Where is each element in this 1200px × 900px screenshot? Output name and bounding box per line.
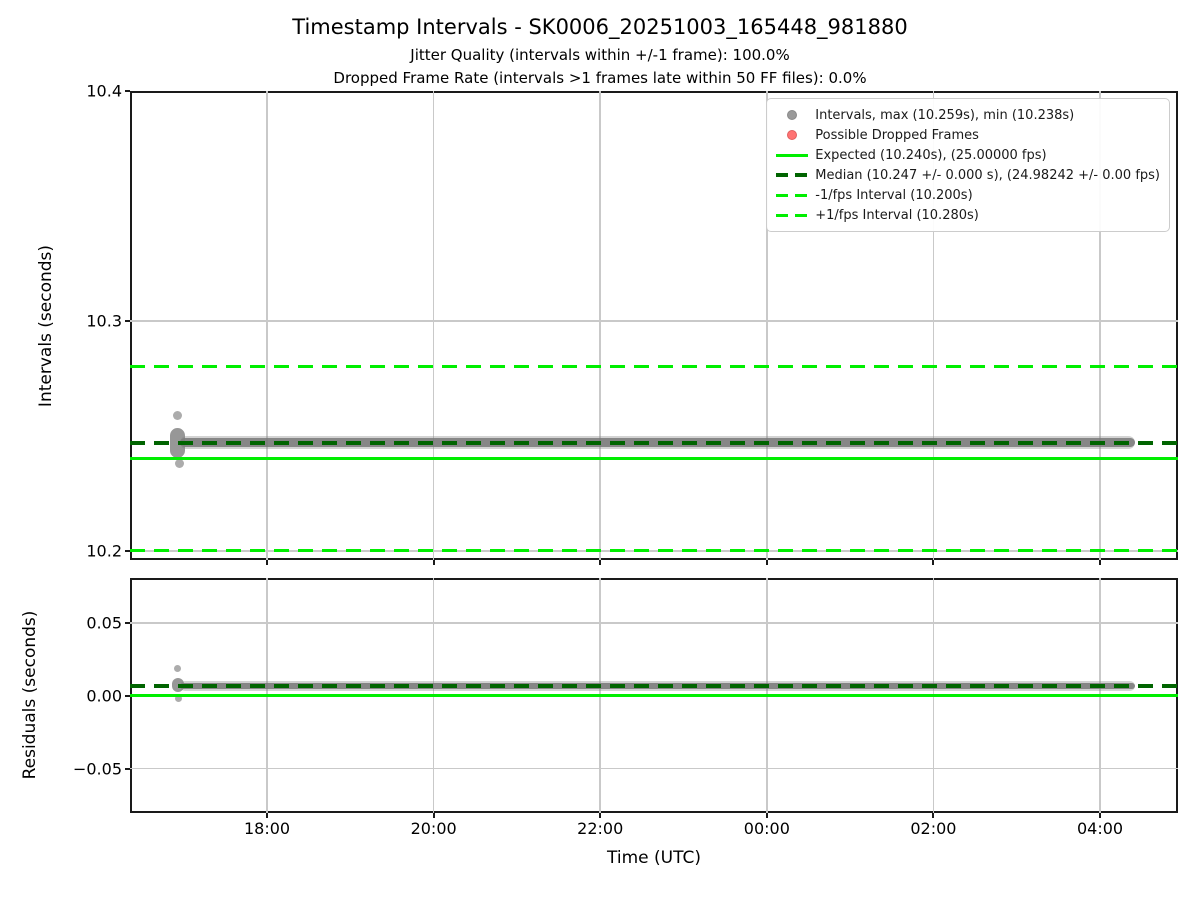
median-residual-line [130,683,1178,688]
y-tick-label: 10.3 [86,311,122,331]
legend-line-marker-icon [775,213,809,217]
x-axis-label: Time (UTC) [607,848,701,868]
legend-line-marker-icon [775,193,809,197]
legend-marker-glyph [776,153,809,157]
y-tick-mark [125,319,130,322]
x-tick-mark [432,813,435,818]
x-gridline [766,91,768,560]
scatter-point [175,458,185,468]
expected-line [130,457,1178,461]
x-tick-label: 02:00 [910,819,957,838]
scatter-point [172,410,182,420]
plus-1fps-interval-line [130,365,1178,369]
y-tick-label: −0.05 [72,759,122,779]
y-gridline [130,622,1178,624]
legend-item: Possible Dropped Frames [775,125,1160,145]
legend-line-marker-icon [775,173,809,177]
x-tick-mark [432,560,435,565]
legend-item-label: Intervals, max (10.259s), min (10.238s) [815,107,1075,123]
x-gridline [1099,91,1101,560]
y-tick-mark [125,549,130,552]
chart-title: Timestamp Intervals - SK0006_20251003_16… [292,15,908,39]
y-tick-label: 10.2 [86,541,122,561]
legend-item: Expected (10.240s), (25.00000 fps) [775,145,1160,165]
zero-residual-line [130,694,1178,698]
scatter-point [175,695,183,703]
x-tick-mark [932,813,935,818]
y-tick-label: 0.05 [86,613,122,633]
legend-line-marker-icon [775,153,809,157]
minus-1fps-interval-line [130,549,1178,553]
y-gridline [130,767,1178,770]
legend-box: Intervals, max (10.259s), min (10.238s) P… [766,98,1170,232]
x-gridline [266,91,268,560]
x-tick-label: 04:00 [1076,819,1124,838]
y-tick-mark [125,694,130,697]
legend-item-label: +1/fps Interval (10.280s) [815,207,979,223]
x-tick-label: 22:00 [577,819,624,838]
legend-item-label: Possible Dropped Frames [815,127,979,143]
x-tick-mark [1099,813,1102,818]
x-tick-mark [765,813,768,818]
x-gridline [599,91,601,560]
y-tick-mark [125,90,130,92]
y-tick-mark [125,767,130,770]
legend-dot-marker-icon [775,130,809,140]
legend-item-label: Median (10.247 +/- 0.000 s), (24.98242 +… [815,167,1160,183]
x-tick-mark [266,813,269,818]
legend-item: Intervals, max (10.259s), min (10.238s) [775,105,1160,125]
chart-subtitle-jitter: Jitter Quality (intervals within +/-1 fr… [410,46,790,64]
x-tick-label: 18:00 [243,819,291,838]
scatter-point [173,664,181,672]
x-tick-mark [932,560,935,565]
y-tick-mark [125,621,130,624]
legend-item: -1/fps Interval (10.200s) [775,185,1160,205]
x-tick-mark [1099,560,1102,565]
x-tick-mark [266,560,269,565]
x-tick-label: 00:00 [743,819,790,838]
chart-subtitle-dropped: Dropped Frame Rate (intervals >1 frames … [333,69,867,87]
legend-marker-glyph [776,173,809,177]
legend-marker-glyph [776,213,809,217]
x-tick-mark [599,560,602,565]
legend-item: +1/fps Interval (10.280s) [775,205,1160,225]
y-tick-label: 10.4 [86,81,122,101]
legend-item-label: Expected (10.240s), (25.00000 fps) [815,147,1047,163]
legend-item-label: -1/fps Interval (10.200s) [815,187,973,203]
x-gridline [932,91,935,560]
x-tick-label: 20:00 [410,819,457,838]
residuals-y-axis-label: Residuals (seconds) [20,610,40,780]
intervals-y-axis-label: Intervals (seconds) [36,244,56,408]
legend-dot-marker-icon [775,110,809,120]
x-tick-mark [765,560,768,565]
x-gridline [432,91,435,560]
legend-item: Median (10.247 +/- 0.000 s), (24.98242 +… [775,165,1160,185]
legend-marker-glyph [776,193,809,197]
x-tick-mark [599,813,602,818]
median-line [130,440,1178,445]
legend-marker-glyph [787,110,798,120]
legend-marker-glyph [787,130,798,140]
y-tick-label: 0.00 [86,686,122,706]
intervals-plot-area [130,91,1178,560]
y-gridline [130,320,1178,322]
